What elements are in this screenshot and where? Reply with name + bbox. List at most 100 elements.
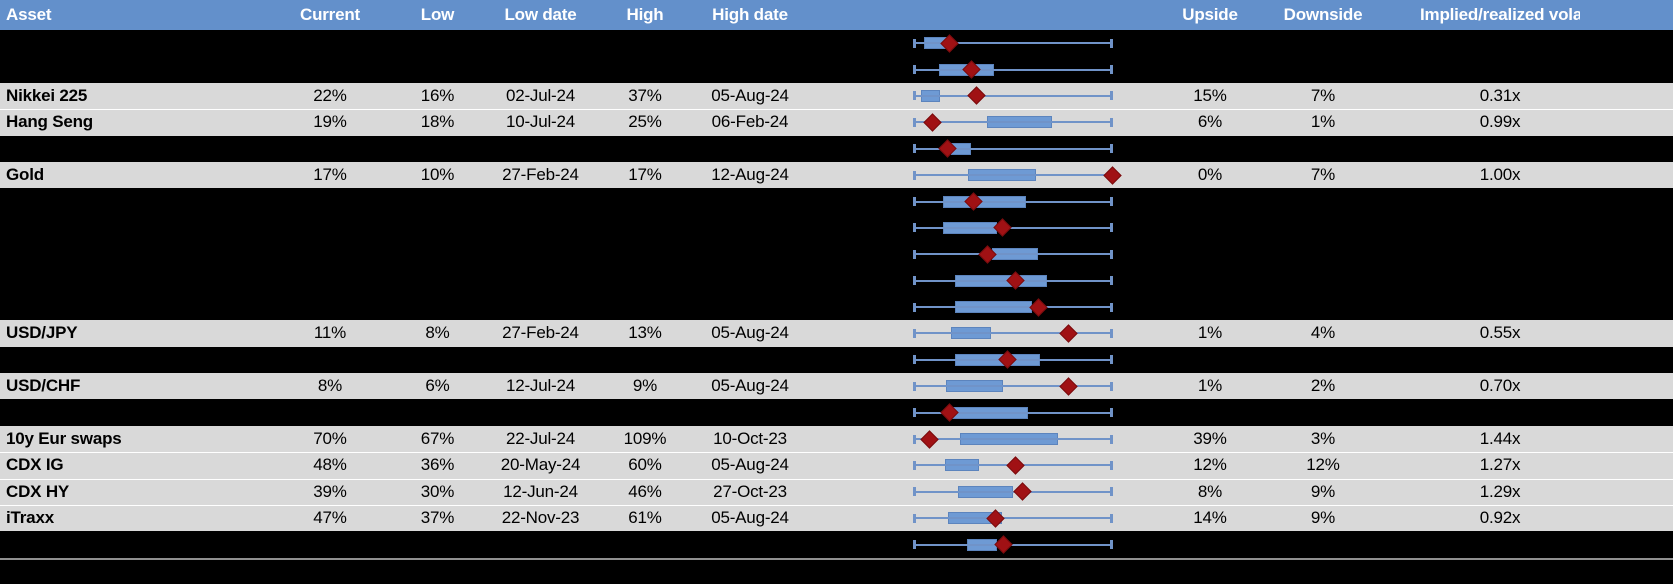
asset-name	[6, 30, 286, 56]
low-date: 12-Jun-24	[503, 481, 578, 501]
upside-value: 0%	[1197, 164, 1223, 184]
table-row	[0, 30, 1673, 57]
whisker-cap-right	[1110, 249, 1113, 259]
whisker-cap-right	[1110, 302, 1113, 312]
whisker-line	[914, 332, 1112, 335]
upside-value: 39%	[1193, 428, 1227, 448]
high-value: 13%	[628, 323, 662, 343]
low-date	[478, 294, 603, 320]
upside-value: 8%	[1197, 481, 1223, 501]
high-value: 9%	[632, 376, 658, 396]
table-row: CDX HY 39% 30% 12-Jun-24 46% 27-Oct-23 8…	[0, 478, 1673, 506]
col-header-asset: Asset	[6, 5, 52, 24]
upside-value: 14%	[1193, 508, 1227, 528]
table-body: Nikkei 225 22% 16% 02-Jul-24 37% 05-Aug-…	[0, 30, 1673, 558]
table-row	[0, 346, 1673, 374]
whisker-cap-right	[1110, 38, 1113, 48]
low-date: 27-Feb-24	[502, 323, 579, 343]
whisker-cap-left	[913, 276, 916, 286]
upside-value	[1160, 347, 1260, 373]
range-boxplot	[913, 30, 1113, 56]
table-header: Asset Current Low Low date High High dat…	[0, 0, 1673, 30]
table-row: USD/JPY 11% 8% 27-Feb-24 13% 05-Aug-24 1…	[0, 320, 1673, 347]
downside-value: 9%	[1310, 508, 1336, 528]
range-boxplot	[913, 531, 1113, 557]
low-value: 8%	[425, 323, 450, 343]
table-row: CDX IG 48% 36% 20-May-24 60% 05-Aug-24 1…	[0, 452, 1673, 479]
high-value: 60%	[628, 455, 662, 475]
whisker-cap-right	[1110, 487, 1113, 497]
low-value: 30%	[420, 481, 455, 501]
whisker-cap-left	[913, 38, 916, 48]
asset-name	[6, 188, 286, 214]
low-value	[395, 294, 480, 320]
current-value	[280, 56, 380, 82]
implied-realized-vol-value	[1420, 268, 1580, 294]
range-boxplot	[913, 505, 1113, 531]
whisker-line	[914, 306, 1112, 309]
col-header-low-date: Low date	[504, 5, 577, 24]
asset-name	[6, 268, 286, 294]
whisker-line	[914, 226, 1112, 229]
asset-name: 10y Eur swaps	[6, 428, 122, 448]
current-marker-diamond	[1102, 165, 1122, 185]
downside-value: 3%	[1310, 428, 1336, 448]
table-row: Gold 17% 10% 27-Feb-24 17% 12-Aug-24 0% …	[0, 161, 1673, 189]
asset-name: USD/CHF	[6, 376, 81, 396]
high-value: 109%	[623, 428, 667, 448]
downside-value	[1273, 188, 1373, 214]
upside-value	[1160, 531, 1260, 557]
current-value	[280, 215, 380, 241]
range-boxplot	[913, 452, 1113, 478]
low-date	[478, 188, 603, 214]
implied-realized-vol-value	[1420, 531, 1580, 557]
table-row	[0, 293, 1673, 321]
upside-value: 1%	[1197, 323, 1223, 343]
low-date: 22-Jul-24	[505, 428, 576, 448]
range-boxplot	[913, 56, 1113, 82]
table-row: USD/CHF 8% 6% 12-Jul-24 9% 05-Aug-24 1% …	[0, 373, 1673, 400]
downside-value	[1273, 347, 1373, 373]
high-date	[690, 399, 810, 425]
implied-realized-vol-value	[1420, 347, 1580, 373]
implied-realized-vol-value: 1.00x	[1479, 164, 1521, 184]
downside-value	[1273, 30, 1373, 56]
table-row	[0, 531, 1673, 558]
range-boxplot	[913, 188, 1113, 214]
whisker-cap-right	[1110, 355, 1113, 365]
current-value	[280, 268, 380, 294]
whisker-cap-right	[1110, 65, 1113, 75]
current-value: 47%	[313, 508, 347, 528]
current-value: 48%	[313, 455, 347, 475]
low-date: 20-May-24	[500, 455, 581, 475]
high-date	[690, 347, 810, 373]
high-date	[690, 294, 810, 320]
implied-realized-vol-value	[1420, 294, 1580, 320]
whisker-cap-left	[913, 487, 916, 497]
current-value: 70%	[313, 428, 347, 448]
table-row: 10y Eur swaps 70% 67% 22-Jul-24 109% 10-…	[0, 425, 1673, 453]
asset-name	[6, 136, 286, 162]
high-date	[690, 30, 810, 56]
asset-name: Gold	[6, 164, 44, 184]
low-value	[395, 56, 480, 82]
table-row	[0, 399, 1673, 426]
high-value	[601, 268, 689, 294]
downside-value: 2%	[1310, 376, 1336, 396]
whisker-cap-left	[913, 540, 916, 550]
low-value	[395, 136, 480, 162]
table-row	[0, 214, 1673, 242]
whisker-cap-left	[913, 117, 916, 127]
high-value	[601, 30, 689, 56]
current-value	[280, 531, 380, 557]
low-value	[395, 531, 480, 557]
whisker-cap-left	[913, 460, 916, 470]
low-value: 67%	[420, 428, 455, 448]
bottom-separator-line	[0, 557, 1673, 560]
upside-value	[1160, 56, 1260, 82]
whisker-line	[914, 94, 1112, 97]
whisker-line	[914, 121, 1112, 124]
implied-realized-vol-value: 0.99x	[1479, 112, 1521, 132]
current-value	[280, 188, 380, 214]
range-boxplot	[913, 479, 1113, 505]
